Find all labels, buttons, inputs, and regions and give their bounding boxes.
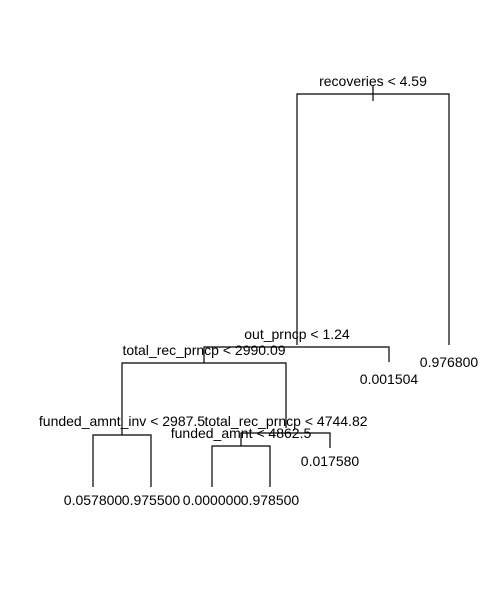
split-funded-amnt bbox=[212, 446, 270, 487]
split-label-funded-amnt: funded_amnt < 4862.5 bbox=[171, 425, 312, 441]
leaf-label-funded-amnt-inv-left: 0.057800 bbox=[64, 492, 123, 508]
leaf-label-total-rec-prncp-2-right: 0.017580 bbox=[301, 453, 360, 469]
funded-amnt-inv-branches bbox=[93, 435, 151, 487]
leaf-label-funded-amnt-right: 0.978500 bbox=[241, 492, 300, 508]
split-funded-amnt-inv bbox=[93, 435, 151, 487]
leaf-label-root-right: 0.976800 bbox=[420, 354, 479, 370]
funded-amnt-branches bbox=[212, 446, 270, 487]
leaf-label-funded-amnt-left: 0.000000 bbox=[183, 492, 242, 508]
leaf-label-out-prncp-right: 0.001504 bbox=[360, 371, 419, 387]
split-label-recoveries: recoveries < 4.59 bbox=[319, 73, 427, 89]
split-recoveries bbox=[297, 86, 449, 345]
split-label-out-prncp: out_prncp < 1.24 bbox=[244, 326, 350, 342]
root-branches bbox=[297, 94, 449, 345]
split-label-total-rec-prncp-1: total_rec_prncp < 2990.09 bbox=[122, 342, 285, 358]
leaf-label-funded-amnt-inv-right: 0.975500 bbox=[122, 492, 181, 508]
